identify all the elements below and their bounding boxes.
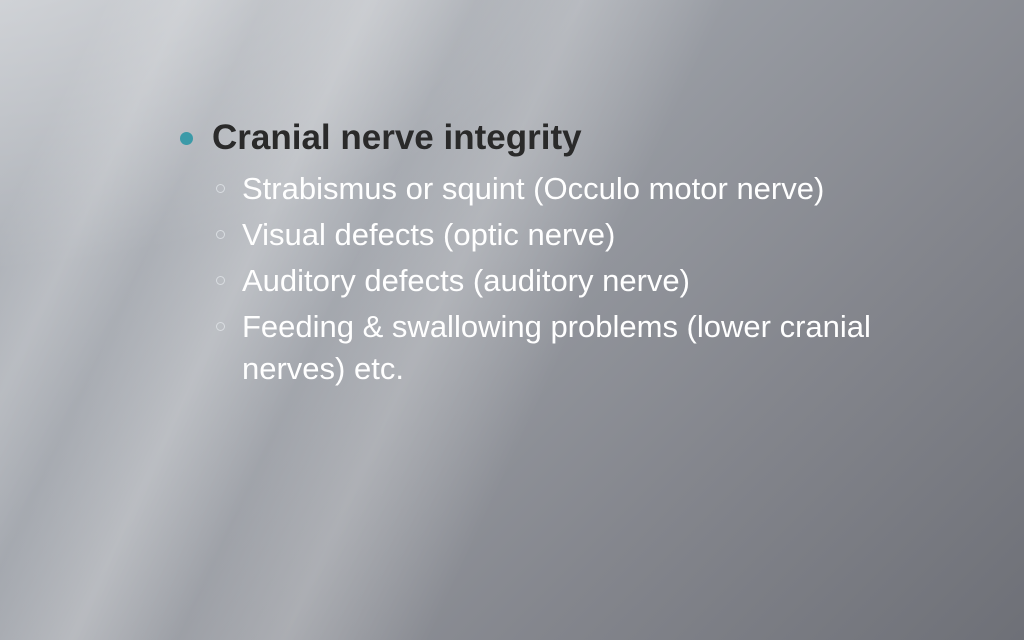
main-title: Cranial nerve integrity <box>212 118 964 158</box>
sub-bullet-list: Strabismus or squint (Occulo motor nerve… <box>216 168 964 389</box>
circle-bullet-icon <box>216 230 225 239</box>
circle-bullet-icon <box>216 184 225 193</box>
sub-bullet-item: Auditory defects (auditory nerve) <box>216 260 964 302</box>
sub-bullet-item: Strabismus or squint (Occulo motor nerve… <box>216 168 964 210</box>
sub-item-text: Auditory defects (auditory nerve) <box>242 263 690 298</box>
main-bullet-item: Cranial nerve integrity <box>180 118 964 158</box>
slide-content: Cranial nerve integrity Strabismus or sq… <box>180 118 964 393</box>
sub-bullet-item: Feeding & swallowing problems (lower cra… <box>216 306 964 390</box>
sub-item-text: Strabismus or squint (Occulo motor nerve… <box>242 171 824 206</box>
sub-bullet-item: Visual defects (optic nerve) <box>216 214 964 256</box>
circle-bullet-icon <box>216 322 225 331</box>
sub-item-text: Feeding & swallowing problems (lower cra… <box>242 309 871 386</box>
sub-item-text: Visual defects (optic nerve) <box>242 217 615 252</box>
disc-bullet-icon <box>180 132 193 145</box>
circle-bullet-icon <box>216 276 225 285</box>
